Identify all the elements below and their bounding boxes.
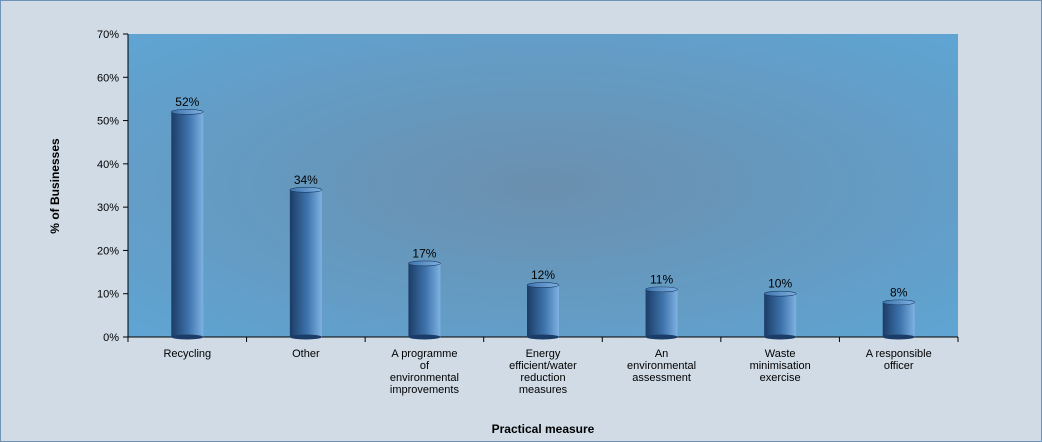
- x-tick-label-line: An: [655, 348, 668, 360]
- x-tick-label-line: exercise: [760, 372, 801, 384]
- bar-cap: [645, 286, 678, 293]
- bar-body: [527, 285, 559, 337]
- bar-base: [645, 334, 678, 340]
- x-tick-label: An environmental assessment: [627, 348, 696, 384]
- bar-base: [171, 334, 204, 340]
- bar-body: [764, 293, 797, 337]
- bar-body: [408, 263, 441, 337]
- y-axis: 0% 10% 20% 30% 40% 50% 60% 70%: [97, 29, 129, 344]
- y-tick-label: 30%: [97, 202, 119, 214]
- bar-body: [171, 111, 204, 338]
- bar: [408, 260, 441, 340]
- x-tick-label-line: Waste: [765, 348, 796, 360]
- bar-cap: [289, 187, 323, 193]
- x-axis: Recycling Other A programme of environmental…: [123, 336, 959, 396]
- bar: [526, 282, 560, 340]
- x-tick-label: Energy efficient/water reduction measures: [509, 348, 577, 396]
- x-tick-label-line: environmental: [390, 372, 459, 384]
- x-tick-label-line: Energy: [526, 348, 561, 360]
- x-tick-label-line: A programme: [391, 348, 457, 360]
- x-tick-label: Waste minimisation exercise: [750, 348, 811, 384]
- x-tick-label: A programme of environmental improvements: [390, 348, 460, 396]
- bar-base: [527, 334, 559, 340]
- data-label: 52%: [175, 95, 199, 109]
- bar-base: [289, 334, 322, 340]
- bar: [763, 290, 797, 340]
- x-tick-label-line: efficient/water: [509, 360, 577, 372]
- x-tick-label-line: improvements: [390, 384, 460, 396]
- bar-cap: [526, 282, 560, 288]
- y-tick-label: 60%: [97, 72, 119, 84]
- bar-cap: [882, 299, 916, 306]
- x-tick-label: Other: [292, 348, 320, 360]
- bar-base: [764, 334, 797, 340]
- x-tick-label-line: environmental: [627, 360, 696, 372]
- x-tick-label: A responsible officer: [866, 348, 932, 372]
- bar-base: [882, 334, 915, 340]
- x-tick-label-line: Other: [292, 348, 320, 360]
- data-label: 10%: [768, 277, 792, 291]
- y-tick-label: 70%: [97, 29, 119, 41]
- bar-cap: [408, 260, 441, 267]
- data-label: 17%: [412, 246, 436, 260]
- y-axis-title: % of Businesses: [48, 138, 62, 234]
- y-tick-label: 40%: [97, 159, 119, 171]
- x-tick-label-line: assessment: [632, 372, 691, 384]
- x-tick-label-line: A responsible: [866, 348, 932, 360]
- bar: [289, 187, 323, 340]
- x-tick-label-line: Recycling: [163, 348, 211, 360]
- data-labels: 52% 34% 17% 12% 11% 10% 8%: [175, 95, 907, 299]
- bar-body: [289, 189, 322, 337]
- x-tick-label-line: measures: [519, 384, 568, 396]
- y-tick-label: 10%: [97, 289, 119, 301]
- x-tick-label-line: officer: [884, 360, 914, 372]
- x-tick-label-line: minimisation: [750, 360, 811, 372]
- y-tick-label: 20%: [97, 245, 119, 257]
- x-tick-label-line: reduction: [520, 372, 565, 384]
- x-axis-title: Practical measure: [492, 422, 595, 436]
- data-label: 11%: [650, 272, 673, 286]
- y-tick-label: 0%: [103, 332, 119, 344]
- bar: [645, 286, 678, 340]
- bar-body: [882, 302, 915, 337]
- data-label: 34%: [294, 173, 318, 187]
- bar-cap: [763, 290, 797, 297]
- x-tick-label-line: of: [420, 360, 430, 372]
- bar-cap: [170, 109, 204, 115]
- bar-series: [170, 109, 916, 340]
- bar-body: [645, 289, 678, 337]
- bar: [882, 299, 916, 340]
- data-label: 12%: [531, 268, 555, 282]
- x-tick-label: Recycling: [163, 348, 211, 360]
- bar: [170, 109, 204, 340]
- data-label: 8%: [890, 285, 908, 299]
- y-tick-label: 50%: [97, 116, 119, 128]
- bar-base: [408, 334, 441, 340]
